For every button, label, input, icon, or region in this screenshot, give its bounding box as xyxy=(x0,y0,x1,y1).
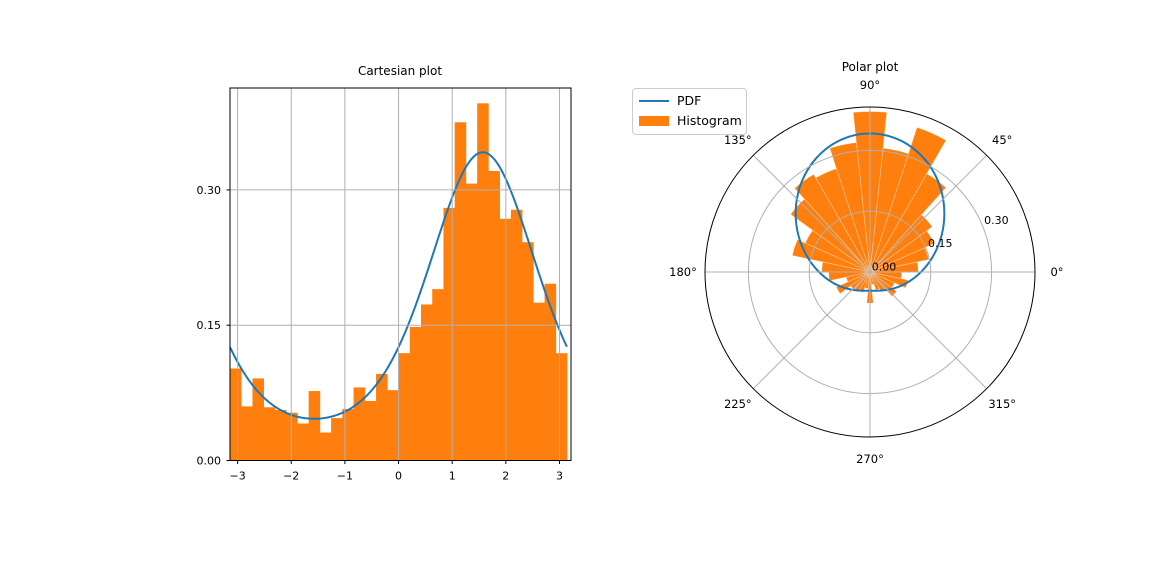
histogram-bar xyxy=(488,170,500,461)
x-tick-label: 1 xyxy=(449,470,456,483)
histogram-bar xyxy=(252,378,265,461)
x-tick-label: 3 xyxy=(556,470,563,483)
polar-angle-tick-label: 315° xyxy=(988,397,1016,411)
histogram-bar xyxy=(409,327,422,461)
y-tick-label: 0.30 xyxy=(197,184,222,197)
histogram-bar xyxy=(421,304,433,461)
polar-angle-tick-label: 270° xyxy=(856,452,884,466)
polar-histogram-wedge xyxy=(815,168,871,273)
histogram-bar xyxy=(308,391,321,461)
histogram-bar xyxy=(286,412,298,461)
histogram-bar xyxy=(331,418,343,461)
x-tick-label: −3 xyxy=(229,470,245,483)
histogram-bar xyxy=(241,406,253,461)
histogram-bar xyxy=(376,373,388,461)
histogram-bar xyxy=(465,183,478,461)
polar-histogram-wedge xyxy=(845,271,871,283)
y-tick-label: 0.15 xyxy=(197,319,222,332)
polar-angle-gridline xyxy=(869,154,988,273)
polar-r-tick-label: 0.30 xyxy=(984,214,1009,227)
polar-angle-tick-label: 135° xyxy=(724,133,752,147)
histogram-bar xyxy=(297,423,309,461)
legend-entry-pdf: PDF xyxy=(639,94,738,108)
polar-r-tick-label: 0.00 xyxy=(872,260,897,273)
polar-histogram-wedge xyxy=(804,229,871,273)
legend-label-histogram: Histogram xyxy=(677,113,742,128)
histogram-bar xyxy=(533,302,545,461)
histogram-bar xyxy=(230,368,242,461)
polar-angle-gridline xyxy=(869,271,988,390)
pdf-line-swatch xyxy=(639,100,669,102)
polar-histogram-wedge xyxy=(864,271,871,289)
cartesian-plot-title: Cartesian plot xyxy=(357,64,443,78)
histogram-bar xyxy=(398,353,411,461)
histogram-bar xyxy=(443,207,456,461)
x-tick-label: 2 xyxy=(502,470,509,483)
y-tick-label: 0.00 xyxy=(197,455,222,468)
x-tick-label: −2 xyxy=(283,470,299,483)
cartesian-axes-frame xyxy=(229,87,572,461)
polar-angle-tick-label: 180° xyxy=(669,265,697,279)
polar-histogram-wedge xyxy=(794,173,871,273)
polar-histogram-wedge xyxy=(791,239,871,273)
x-tick-label: −1 xyxy=(337,470,353,483)
polar-histogram-wedge xyxy=(869,247,930,273)
polar-histogram-wedge xyxy=(790,198,871,273)
legend: PDF Histogram xyxy=(632,88,747,135)
polar-histogram-wedge xyxy=(869,271,875,285)
histogram-bar xyxy=(387,390,399,461)
histogram-bar xyxy=(319,432,332,461)
polar-histogram-wedge xyxy=(829,142,871,273)
histogram-bar xyxy=(364,400,377,461)
histogram-bar xyxy=(510,209,523,461)
polar-spine xyxy=(704,106,1036,438)
polar-angle-gridline xyxy=(752,154,871,273)
histogram-bar xyxy=(544,283,557,461)
histogram-bar xyxy=(263,407,276,461)
polar-histogram-wedge xyxy=(869,147,909,273)
histogram-bar xyxy=(477,103,489,461)
histogram-bar xyxy=(522,242,534,461)
polar-angle-tick-label: 225° xyxy=(724,397,752,411)
legend-label-pdf: PDF xyxy=(677,93,702,108)
legend-entry-histogram: Histogram xyxy=(639,114,742,128)
x-tick-label: 0 xyxy=(395,470,402,483)
polar-plot-title: Polar plot xyxy=(841,60,899,74)
polar-angle-gridline xyxy=(752,271,871,390)
histogram-bar xyxy=(342,409,354,461)
polar-histogram-wedge xyxy=(869,230,935,273)
polar-histogram-wedge xyxy=(869,214,933,273)
histogram-bar xyxy=(432,289,444,461)
polar-r-tick-label: 0.15 xyxy=(928,237,953,250)
polar-histogram-wedge xyxy=(869,271,909,289)
histogram-patch-swatch xyxy=(639,116,669,126)
histogram-bar xyxy=(555,353,568,461)
histogram-bar xyxy=(353,387,366,461)
polar-angle-tick-label: 45° xyxy=(992,133,1012,147)
polar-angle-tick-label: 90° xyxy=(860,78,880,92)
polar-angle-tick-label: 0° xyxy=(1050,265,1063,279)
histogram-bar xyxy=(274,409,287,461)
histogram-bar xyxy=(454,122,467,461)
